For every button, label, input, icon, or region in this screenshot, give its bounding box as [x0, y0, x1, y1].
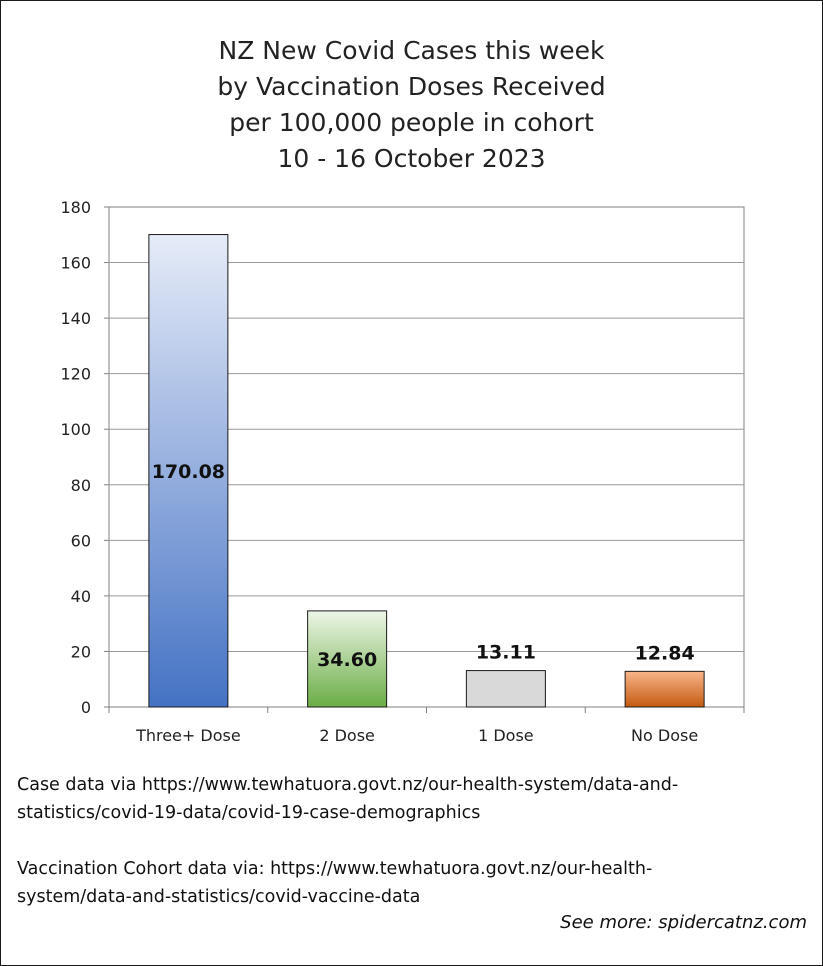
y-tick-label: 0	[81, 698, 91, 717]
title-line-4: 10 - 16 October 2023	[277, 144, 546, 173]
vaccination-data-note: Vaccination Cohort data via: https://www…	[17, 855, 817, 911]
y-tick-label: 20	[71, 642, 91, 661]
bar-2-dose	[307, 610, 388, 708]
vaccination-data-line-2: system/data-and-statistics/covid-vaccine…	[17, 887, 421, 907]
y-tick-label: 140	[60, 309, 91, 328]
bar-no-dose	[624, 670, 705, 708]
title-line-2: by Vaccination Doses Received	[217, 72, 606, 101]
title-line-3: per 100,000 people in cohort	[229, 108, 594, 137]
y-tick-label: 40	[71, 587, 91, 606]
title-line-1: NZ New Covid Cases this week	[218, 36, 605, 65]
data-label: 34.60	[317, 649, 377, 671]
x-tick-label: No Dose	[631, 726, 698, 745]
bar-three-dose	[148, 234, 229, 708]
y-tick-label: 120	[60, 365, 91, 384]
x-tick-label: 1 Dose	[478, 726, 534, 745]
bar-1-dose	[465, 670, 546, 708]
y-tick-label: 60	[71, 531, 91, 550]
data-label: 13.11	[476, 642, 536, 664]
y-tick-label: 160	[60, 254, 91, 273]
data-label: 170.08	[152, 461, 225, 483]
x-tick-label: 2 Dose	[319, 726, 375, 745]
bar-chart: 0 20 40 60 80 100 120 140 160 180 170.08 Three+ Dos…	[60, 198, 745, 745]
chart-title: NZ New Covid Cases this week by Vaccinat…	[0, 33, 823, 177]
case-data-line-1: Case data via https://www.tewhatuora.gov…	[17, 775, 679, 795]
x-tick-label: Three+ Dose	[135, 726, 241, 745]
y-tick-label: 100	[60, 420, 91, 439]
case-data-line-2: statistics/covid-19-data/covid-19-case-d…	[17, 803, 481, 823]
case-data-note: Case data via https://www.tewhatuora.gov…	[17, 771, 817, 827]
y-tick-label: 80	[71, 476, 91, 495]
data-label: 12.84	[635, 642, 695, 664]
see-more-link[interactable]: See more: spidercatnz.com	[560, 912, 807, 933]
y-tick-label: 180	[60, 198, 91, 217]
vaccination-data-line-1: Vaccination Cohort data via: https://www…	[17, 859, 653, 879]
